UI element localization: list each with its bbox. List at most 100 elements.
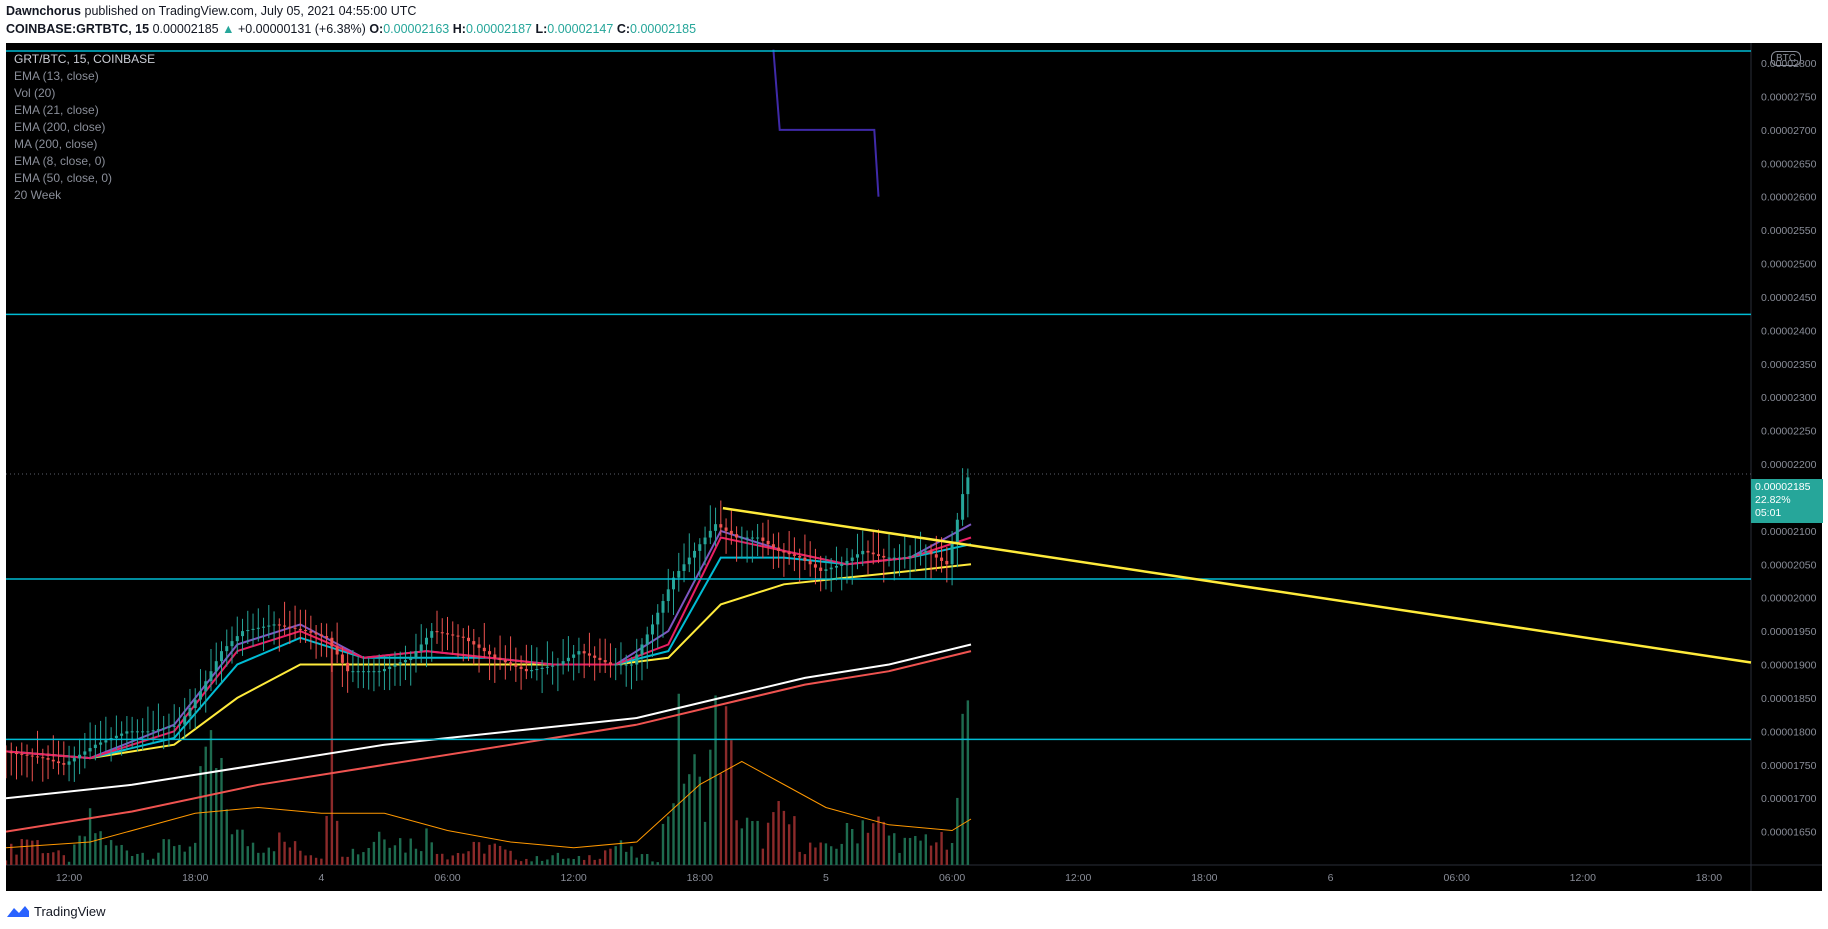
- legend-item-ema13[interactable]: EMA (13, close): [14, 69, 99, 83]
- volume-bar: [551, 855, 554, 865]
- ema50-line: [6, 563, 972, 760]
- volume-bar: [115, 845, 118, 865]
- x-tick-label: 12:00: [56, 872, 82, 884]
- candle-body: [750, 537, 754, 539]
- volume-bar: [940, 831, 943, 865]
- volume-bar: [514, 859, 518, 865]
- candle-body: [435, 631, 439, 633]
- high-label: H:: [452, 22, 466, 36]
- candle-body: [808, 560, 812, 565]
- volume-bar: [493, 843, 497, 865]
- legend-item-ema50[interactable]: EMA (50, close, 0): [14, 171, 113, 185]
- candle-body: [813, 564, 817, 568]
- candle-body: [398, 662, 402, 665]
- candle-body: [488, 651, 492, 655]
- volume-bar: [346, 856, 349, 865]
- candle-body: [777, 547, 781, 551]
- volume-bar: [246, 846, 249, 865]
- volume-bar: [782, 810, 786, 865]
- volume-bar: [709, 749, 712, 865]
- candle-body: [493, 654, 497, 658]
- candle-body: [551, 665, 555, 667]
- volume-bar: [903, 837, 906, 865]
- legend-item-ma200[interactable]: MA (200, close): [14, 137, 98, 151]
- volume-bar: [572, 858, 575, 865]
- volume-bar: [693, 754, 696, 865]
- candle-body: [635, 654, 639, 665]
- volume-bar: [57, 850, 60, 865]
- volume-bar: [78, 835, 81, 865]
- volume-bar: [908, 837, 912, 865]
- candle-body: [419, 644, 423, 652]
- x-axis: 12:00 18:00 4 06:00 12:00 18:00 5 06:00 12:00 18:…: [6, 864, 1822, 884]
- candle-body: [855, 554, 859, 558]
- volume-bar: [204, 746, 207, 865]
- volume-bar: [945, 849, 949, 865]
- candle-body: [141, 731, 145, 733]
- legend-item-vol[interactable]: Vol (20): [14, 86, 56, 100]
- volume-bar: [383, 839, 386, 865]
- volume-bar: [593, 859, 596, 865]
- volume-bar: [751, 821, 754, 865]
- candle-body: [945, 560, 949, 565]
- candle-body: [566, 657, 570, 662]
- candle-body: [209, 671, 213, 682]
- y-tick-label: 0.00002200: [1761, 459, 1817, 471]
- footer-brand[interactable]: TradingView: [34, 903, 106, 919]
- tradingview-logo-icon[interactable]: [6, 903, 30, 919]
- candle-body: [67, 761, 71, 765]
- candle-body: [241, 631, 245, 637]
- chart-pane[interactable]: 0.00001650 0.00001700 0.00001750 0.00001800…: [6, 43, 1823, 891]
- candle-body: [498, 657, 502, 661]
- legend-item-ema21[interactable]: EMA (21, close): [14, 103, 99, 117]
- candle-body: [593, 655, 597, 658]
- volume-bar: [866, 832, 870, 865]
- volume-bar: [477, 842, 481, 865]
- candle-body: [966, 477, 970, 495]
- volume-bar: [719, 773, 723, 865]
- candle-body: [650, 624, 654, 635]
- volume-bar: [656, 862, 659, 865]
- candle-body: [198, 691, 202, 700]
- candle-body: [15, 753, 19, 755]
- volume-bar: [766, 822, 770, 865]
- candle-body: [183, 716, 187, 725]
- candle-body: [934, 554, 938, 558]
- candle-body: [62, 763, 66, 765]
- volume-bar: [130, 855, 134, 865]
- legend-item-ema8[interactable]: EMA (8, close, 0): [14, 154, 106, 168]
- volume-bar: [819, 842, 822, 865]
- currency-badge[interactable]: BTC: [1771, 51, 1801, 66]
- volume-bar: [661, 823, 665, 865]
- volume-bar: [420, 851, 423, 865]
- candle-body: [682, 564, 686, 571]
- x-tick-label: 06:00: [939, 872, 965, 884]
- candle-body: [30, 755, 34, 757]
- legend-item-20week[interactable]: 20 Week: [14, 188, 62, 202]
- open-label: O:: [369, 22, 384, 36]
- candlesticks: [6, 468, 970, 782]
- candle-body: [714, 524, 718, 531]
- volume-bar: [435, 853, 439, 865]
- candle-body: [603, 660, 607, 663]
- volume-bar: [183, 851, 186, 865]
- candle-body: [319, 634, 323, 637]
- legend-item-ema200[interactable]: EMA (200, close): [14, 120, 106, 134]
- horizontal-levels[interactable]: [6, 50, 1752, 741]
- candle-body: [235, 636, 239, 642]
- volume-bar: [209, 730, 213, 865]
- volume-bar: [10, 843, 13, 865]
- volume-bar: [451, 855, 454, 865]
- candle-body: [325, 636, 329, 638]
- candle-body: [41, 757, 45, 759]
- volume-bar: [299, 850, 302, 865]
- volume-bar: [194, 842, 197, 865]
- volume-bar: [83, 836, 87, 865]
- price-chart[interactable]: 0.00001650 0.00001700 0.00001750 0.00001800…: [6, 43, 1822, 891]
- volume-bar: [798, 851, 801, 865]
- y-tick-label: 0.00001850: [1761, 693, 1817, 705]
- candle-body: [782, 550, 786, 553]
- volume-bar: [446, 859, 449, 865]
- y-tick-label: 0.00001800: [1761, 726, 1817, 738]
- author-name[interactable]: Dawnchorus: [6, 4, 82, 18]
